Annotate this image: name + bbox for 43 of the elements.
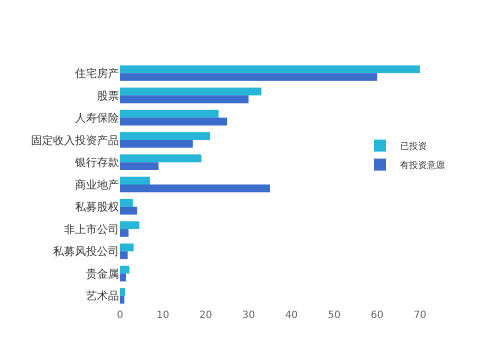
y-tick-label: 固定收入投资产品 [31, 134, 119, 147]
x-tick-label: 40 [285, 310, 298, 321]
x-tick-label: 20 [199, 310, 212, 321]
bar [120, 132, 210, 140]
bar [120, 251, 128, 260]
bar [120, 288, 126, 296]
bar [120, 266, 130, 274]
bar [120, 118, 228, 126]
bar [120, 206, 138, 215]
y-tick-label: 私募股权 [75, 200, 119, 214]
bar [120, 65, 420, 74]
x-tick-label: 10 [156, 310, 170, 321]
x-tick-label: 70 [414, 310, 426, 321]
y-tick-label: 股票 [97, 89, 119, 102]
bar [120, 88, 262, 96]
x-tick-label: 60 [370, 310, 384, 321]
y-tick-label: 艺术品 [86, 290, 119, 303]
bar [120, 198, 133, 207]
bar [120, 73, 378, 81]
bar [120, 162, 159, 170]
bar [120, 221, 140, 230]
bar [120, 95, 249, 104]
bar [120, 296, 124, 304]
y-tick-label: 人寿保险 [75, 112, 119, 125]
y-tick-label: 商业地产 [75, 178, 119, 192]
legend-label: 有投资意愿 [400, 160, 445, 172]
x-tick-label: 50 [328, 310, 341, 321]
x-tick-label: 0 [116, 310, 124, 321]
x-tick-label: 30 [242, 310, 255, 321]
bar [120, 176, 150, 184]
bar [120, 274, 126, 282]
bar [120, 140, 193, 148]
bar [120, 229, 129, 237]
bar [120, 110, 219, 118]
bar [120, 184, 270, 192]
legend-label: 已投资 [400, 141, 427, 152]
y-tick-label: 银行存款 [74, 156, 119, 170]
y-tick-label: 贵金属 [86, 267, 119, 280]
y-tick-label: 住宅房产 [75, 66, 119, 80]
y-tick-label: 非上市公司 [64, 222, 119, 236]
y-tick-label: 私募风投公司 [53, 245, 119, 258]
bar [120, 154, 202, 162]
bar [120, 244, 134, 252]
